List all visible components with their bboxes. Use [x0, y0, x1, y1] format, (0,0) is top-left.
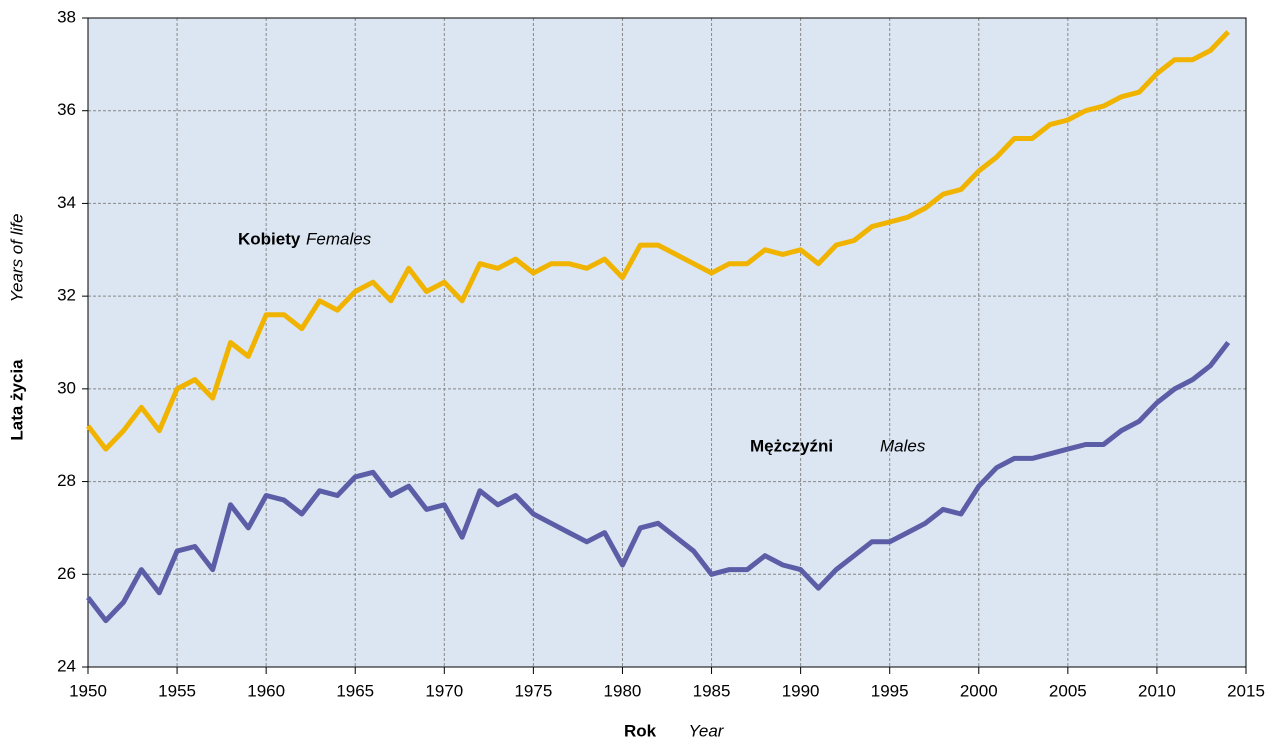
y-tick-label: 24	[57, 656, 76, 675]
y-tick-label: 30	[57, 378, 76, 397]
y-tick-label: 32	[57, 286, 76, 305]
x-tick-label: 2005	[1049, 681, 1087, 700]
y-tick-label: 38	[57, 7, 76, 26]
x-axis-label: Rok	[624, 721, 657, 740]
x-tick-label: 1975	[514, 681, 552, 700]
series-label-en: Females	[306, 229, 372, 248]
series-label-en: Males	[880, 436, 926, 455]
plot-border	[87, 17, 1247, 668]
y-axis-label-en: Years of life	[7, 214, 26, 303]
y-tick-label: 36	[57, 100, 76, 119]
y-axis-label: Lata życia	[7, 359, 26, 441]
x-tick-label: 2000	[960, 681, 998, 700]
x-tick-label: 1980	[604, 681, 642, 700]
x-tick-label: 2015	[1227, 681, 1265, 700]
y-tick-label: 26	[57, 564, 76, 583]
series-label: Kobiety	[238, 229, 301, 248]
x-tick-label: 1985	[693, 681, 731, 700]
x-tick-label: 2010	[1138, 681, 1176, 700]
x-tick-label: 1970	[425, 681, 463, 700]
x-tick-label: 1995	[871, 681, 909, 700]
x-tick-label: 1990	[782, 681, 820, 700]
x-tick-label: 1960	[247, 681, 285, 700]
series-line	[86, 340, 1231, 624]
x-tick-label: 1950	[69, 681, 107, 700]
x-axis-label-en: Year	[689, 721, 725, 740]
y-tick-label: 34	[57, 193, 76, 212]
x-tick-label: 1965	[336, 681, 374, 700]
series-label: Mężczyźni	[750, 436, 833, 455]
x-tick-label: 1955	[158, 681, 196, 700]
y-tick-label: 28	[57, 471, 76, 490]
series-line	[86, 30, 1231, 452]
